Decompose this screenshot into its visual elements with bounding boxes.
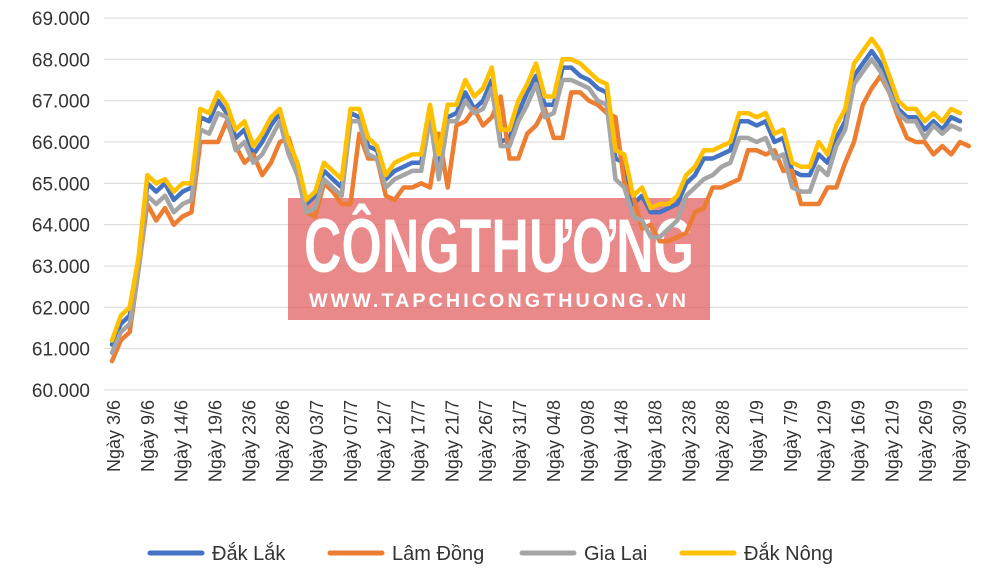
series-line-3	[109, 57, 963, 356]
y-tick-label: 67.000	[32, 92, 90, 113]
x-tick-label: Ngày 30/9	[950, 400, 970, 482]
x-tick-label: Ngày 12/9	[815, 400, 835, 482]
series-line-2	[109, 73, 972, 364]
y-tick-label: 63.000	[32, 257, 90, 278]
x-tick-label: Ngày 23/6	[239, 400, 259, 482]
x-tick-label: Ngày 9/6	[138, 400, 158, 472]
x-tick-label: Ngày 18/8	[645, 400, 665, 482]
watermark-brand: CÔNGTHƯƠNG	[304, 204, 694, 289]
x-tick-label: Ngày 3/6	[104, 400, 124, 472]
x-tick-label: Ngày 14/6	[172, 400, 192, 482]
x-tick-label: Ngày 07/7	[341, 400, 361, 482]
x-axis-ticks: Ngày 3/6 Ngày 9/6 Ngày 14/6 Ngày 19/6 Ngày 2…	[104, 400, 970, 482]
x-tick-label: Ngày 09/8	[578, 400, 598, 482]
x-tick-label: Ngày 16/9	[848, 400, 868, 482]
legend: Đắk Lắk Lâm Đồng Gia Lai Đắk Nông	[147, 542, 833, 565]
x-tick-label: Ngày 1/9	[747, 400, 767, 472]
y-axis-ticks: 60.000 61.000 62.000 63.000 64.000 65.000 66.0…	[32, 9, 90, 402]
y-tick-label: 62.000	[32, 298, 90, 319]
y-tick-label: 61.000	[32, 340, 90, 361]
x-tick-label: Ngày 26/9	[916, 400, 936, 482]
x-tick-label: Ngày 28/8	[713, 400, 733, 482]
x-tick-label: Ngày 19/6	[206, 400, 226, 482]
x-tick-label: Ngày 12/7	[375, 400, 395, 482]
x-tick-label: Ngày 21/9	[882, 400, 902, 482]
y-tick-label: 69.000	[32, 9, 90, 30]
x-tick-label: Ngày 21/7	[442, 400, 462, 482]
watermark-url: WWW.TAPCHICONGTHUONG.VN	[309, 291, 689, 312]
y-tick-label: 60.000	[32, 381, 90, 402]
y-tick-label: 64.000	[32, 216, 90, 237]
y-tick-label: 68.000	[32, 50, 90, 71]
x-tick-label: Ngày 03/7	[307, 400, 327, 482]
series-line-4	[109, 36, 963, 343]
x-tick-label: Ngày 04/8	[544, 400, 564, 482]
x-tick-label: Ngày 23/8	[679, 400, 699, 482]
x-tick-label: Ngày 7/9	[781, 400, 801, 472]
series-lines	[109, 36, 972, 364]
x-tick-label: Ngày 14/8	[612, 400, 632, 482]
watermark: CÔNGTHƯƠNG WWW.TAPCHICONGTHUONG.VN	[288, 198, 710, 320]
legend-label: Lâm Đồng	[392, 543, 484, 565]
x-tick-label: Ngày 28/6	[273, 400, 293, 482]
x-tick-label: Ngày 17/7	[409, 400, 429, 482]
legend-label: Đắk Nông	[744, 542, 833, 565]
legend-label: Đắk Lắk	[212, 542, 286, 565]
x-tick-label: Ngày 31/7	[510, 400, 530, 482]
y-tick-label: 65.000	[32, 174, 90, 195]
x-tick-label: Ngày 26/7	[476, 400, 496, 482]
legend-label: Gia Lai	[584, 543, 647, 565]
y-tick-label: 66.000	[32, 133, 90, 154]
